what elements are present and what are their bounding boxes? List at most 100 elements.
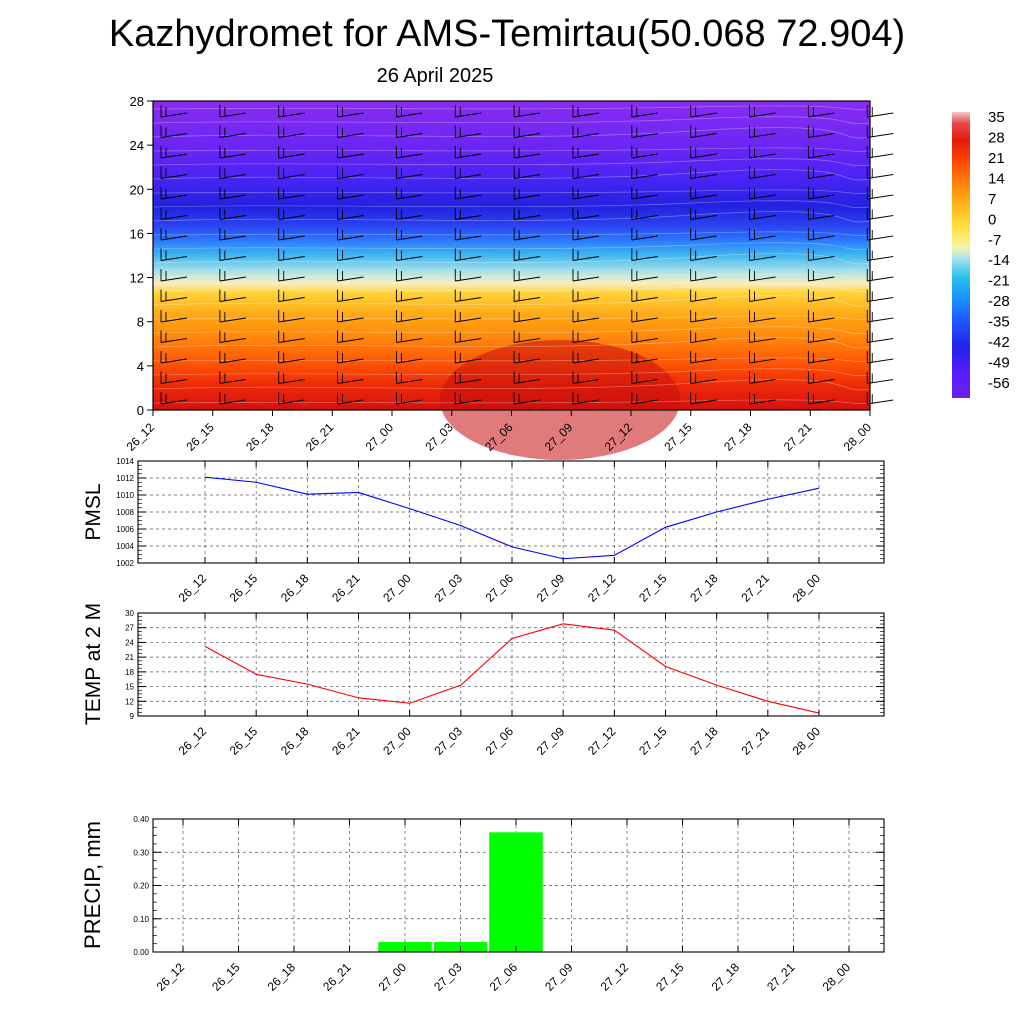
wind-barb (219, 269, 246, 282)
wind-barb (160, 289, 188, 302)
wind-barb (513, 248, 541, 261)
wind-barb (278, 166, 305, 179)
colorbar-tick-label: 14 (988, 170, 1005, 187)
wind-barb (572, 371, 600, 384)
wind-barb (866, 289, 894, 302)
wind-barb (454, 269, 482, 282)
y-tick-label: 30 (125, 609, 134, 618)
x-tick-label: 26_21 (329, 571, 363, 605)
x-tick-label: 27_21 (764, 960, 798, 994)
wind-barb (454, 310, 482, 323)
wind-barb (278, 351, 305, 364)
wind-barb (631, 248, 658, 261)
y-tick-label: 9 (130, 712, 135, 721)
wind-barb (631, 228, 658, 241)
colorbar-tick-label: 7 (988, 191, 996, 208)
wind-barb (749, 310, 776, 323)
wind-barb (690, 269, 717, 282)
wind-barb (631, 166, 658, 179)
wind-barb (454, 392, 482, 405)
x-tick-label: 27_06 (487, 960, 521, 994)
y-tick-label: 18 (125, 668, 134, 677)
wind-barb (631, 207, 658, 220)
wind-barb (690, 146, 717, 159)
x-tick-label: 26_12 (154, 960, 188, 994)
colorbar-tick-label: 0 (988, 211, 996, 228)
isotherm-contour (152, 337, 871, 349)
colorbar-tick-label: 28 (988, 129, 1005, 146)
wind-barb (690, 310, 717, 323)
wind-barb (219, 310, 246, 323)
wind-barb (160, 228, 188, 241)
wind-barb (749, 248, 776, 261)
wind-barb (631, 310, 658, 323)
wind-barb (749, 105, 776, 118)
wind-barb (572, 146, 600, 159)
wind-barb (337, 125, 364, 138)
wind-barb (278, 228, 305, 241)
x-tick-label: 28_00 (790, 724, 824, 758)
wind-barb (749, 207, 776, 220)
wind-barb (749, 371, 776, 384)
wind-barb (395, 371, 423, 384)
wind-barb (454, 248, 482, 261)
wind-barb (690, 125, 717, 138)
x-tick-label: 27_09 (542, 960, 576, 994)
wind-barb (278, 392, 305, 405)
wind-barb (513, 371, 541, 384)
isotherm-contour (152, 368, 871, 377)
y-axis-label: PRECIP, mm (80, 821, 105, 949)
wind-barb (513, 269, 541, 282)
wind-barb (454, 228, 482, 241)
isotherm-contour (152, 242, 871, 251)
wind-barb (160, 269, 188, 282)
wind-barb (866, 392, 894, 405)
x-tick-label: 27_15 (653, 960, 687, 994)
x-tick-label: 27_06 (483, 571, 517, 605)
wind-barb (513, 166, 541, 179)
wind-barb (866, 371, 894, 384)
x-tick-label: 27_03 (431, 724, 465, 758)
x-tick-label: 27_00 (380, 571, 414, 605)
wind-barb (337, 187, 364, 200)
wind-barb (395, 146, 423, 159)
wind-barb (395, 289, 423, 302)
wind-barb (337, 166, 364, 179)
y-tick-label: 1002 (116, 559, 134, 568)
wind-barb (160, 146, 188, 159)
wind-barb (219, 187, 246, 200)
isotherm-contour (152, 284, 871, 293)
wind-barb (749, 146, 776, 159)
x-tick-label: 26_15 (209, 960, 243, 994)
x-tick-label: 27_18 (687, 571, 721, 605)
wind-barb (278, 125, 305, 138)
wind-barb (690, 248, 717, 261)
isotherm-contour (152, 326, 871, 335)
wind-barb (513, 310, 541, 323)
wind-barb (572, 105, 600, 118)
wind-barb (337, 351, 364, 364)
x-tick-label: 26_21 (320, 960, 354, 994)
wind-barb (866, 330, 894, 343)
wind-barb (807, 187, 835, 200)
wind-barb (337, 371, 364, 384)
wind-barb (160, 392, 188, 405)
wind-barb (454, 289, 482, 302)
wind-barb (690, 166, 717, 179)
x-tick-label: 26_18 (265, 960, 299, 994)
wind-barb (160, 105, 188, 118)
colorbar-tick-label: -7 (988, 232, 1001, 249)
wind-barb (454, 125, 482, 138)
wind-barb (219, 228, 246, 241)
y-tick-label: 24 (130, 138, 144, 153)
wind-barb (395, 330, 423, 343)
wind-barb (572, 228, 600, 241)
y-tick-label: 21 (125, 653, 134, 662)
x-tick-label: 27_21 (738, 571, 772, 605)
wind-barb (749, 392, 776, 405)
wind-barb (219, 330, 246, 343)
x-tick-label: 27_15 (636, 571, 670, 605)
wind-barb (513, 228, 541, 241)
precip-mm-panel: 0.00 0.10 0.20 0.30 0.40 26_12 26_15 26_18 26_21… (80, 815, 885, 994)
